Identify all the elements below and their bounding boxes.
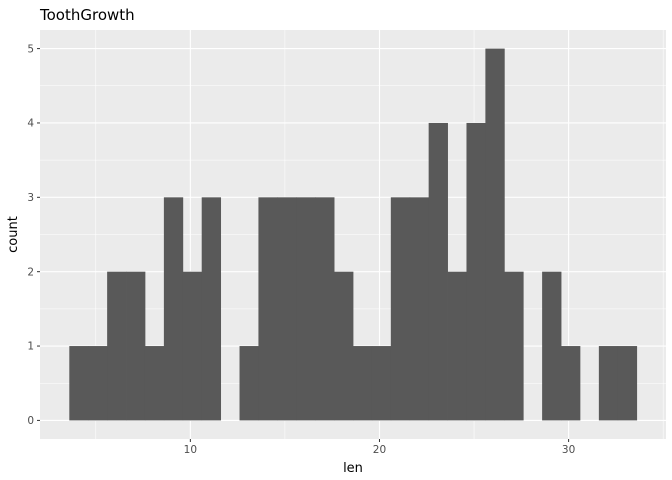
x-tick-label: 20 xyxy=(373,444,386,456)
histogram-bars xyxy=(69,48,638,421)
x-tick-label: 30 xyxy=(562,444,575,456)
histogram-bar xyxy=(561,346,581,421)
y-axis-title: count xyxy=(6,216,21,253)
histogram-bar xyxy=(542,271,562,421)
histogram-bar xyxy=(428,122,448,421)
x-tick-label: 10 xyxy=(184,444,197,456)
histogram-bar xyxy=(353,346,373,421)
y-tick-label: 3 xyxy=(27,192,34,204)
histogram-bar xyxy=(334,271,354,421)
histogram-bar xyxy=(144,346,165,421)
histogram-bar xyxy=(447,271,467,421)
y-tick-label: 1 xyxy=(27,341,34,353)
histogram-bar xyxy=(239,346,259,421)
histogram-bar xyxy=(466,122,486,421)
histogram-bar xyxy=(617,346,638,421)
histogram-bar xyxy=(88,346,108,421)
histogram-bar xyxy=(201,197,222,421)
histogram-bar xyxy=(258,197,278,421)
histogram-bar xyxy=(182,271,203,421)
chart-title: ToothGrowth xyxy=(39,6,135,24)
histogram-bar xyxy=(485,48,505,421)
histogram-bar xyxy=(107,271,127,421)
y-tick-label: 4 xyxy=(27,118,34,130)
x-axis-title: len xyxy=(343,461,363,476)
y-tick-label: 0 xyxy=(27,415,34,427)
histogram-bar xyxy=(371,346,392,421)
y-tick-label: 5 xyxy=(27,43,34,55)
histogram-bar xyxy=(296,197,316,421)
y-tick-label: 2 xyxy=(27,266,34,278)
histogram-bar xyxy=(315,197,335,421)
histogram-bar xyxy=(69,346,89,421)
histogram-bar xyxy=(277,197,297,421)
histogram-bar xyxy=(598,346,619,421)
axes: 10 20 30 0 1 2 3 4 5 xyxy=(27,43,575,456)
histogram-bar xyxy=(390,197,411,421)
histogram-bar xyxy=(409,197,430,421)
histogram-bar xyxy=(163,197,184,421)
histogram-bar xyxy=(504,271,524,421)
histogram-bar xyxy=(126,271,146,421)
